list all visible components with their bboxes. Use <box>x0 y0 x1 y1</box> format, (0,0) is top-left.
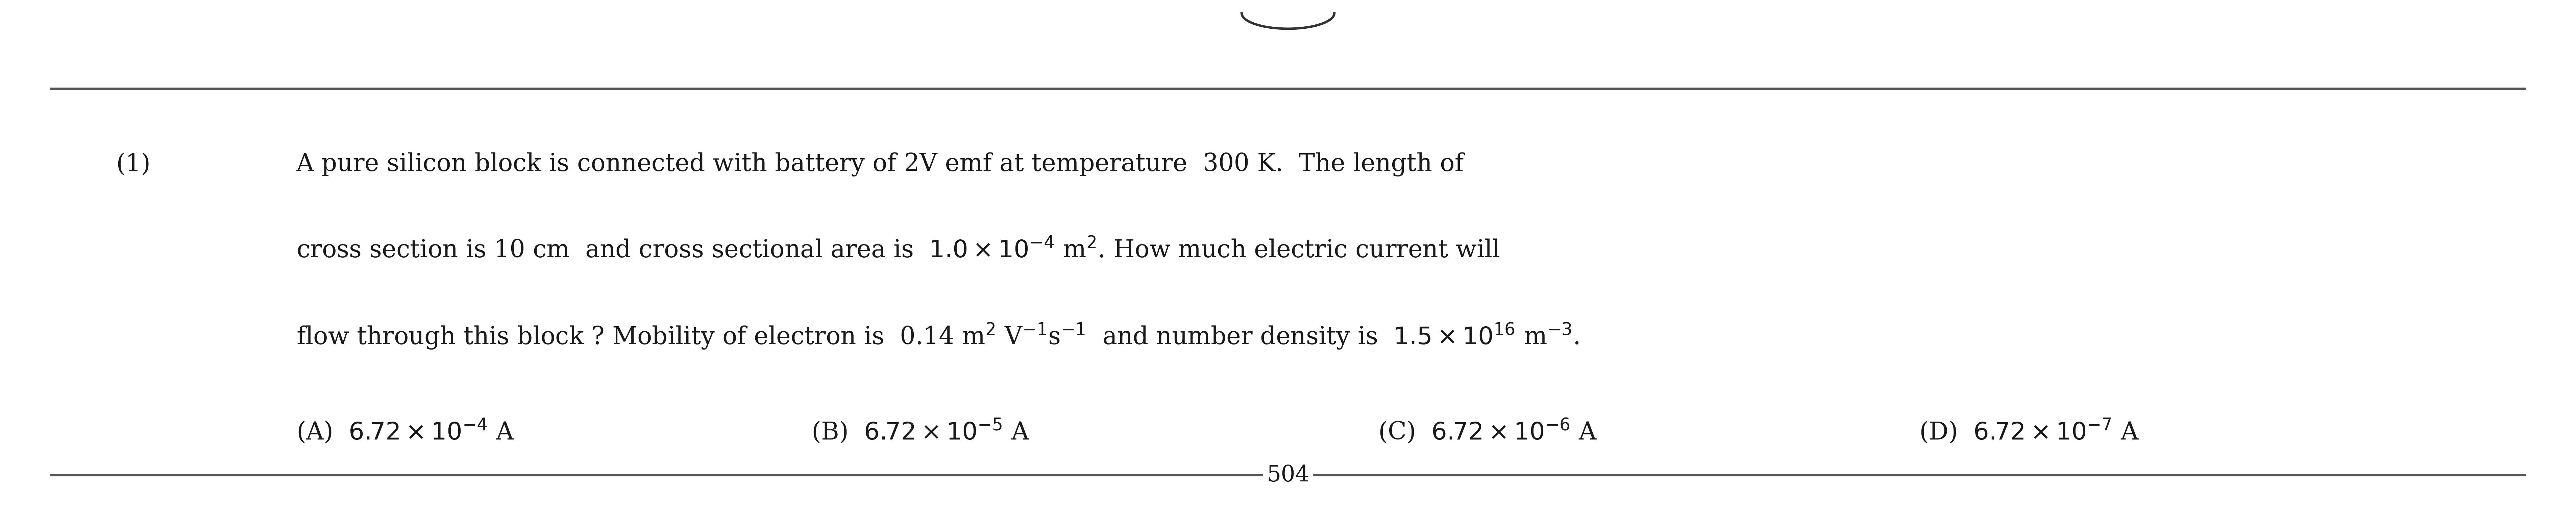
Text: cross section is 10 cm  and cross sectional area is  $1.0\times10^{-4}$ m$^2$. H: cross section is 10 cm and cross section… <box>296 239 1499 263</box>
Text: (D)  $6.72\times10^{-7}$ A: (D) $6.72\times10^{-7}$ A <box>1919 417 2138 444</box>
Text: (C)  $6.72\times10^{-6}$ A: (C) $6.72\times10^{-6}$ A <box>1378 417 1597 445</box>
Text: A pure silicon block is connected with battery of 2V emf at temperature  300 K. : A pure silicon block is connected with b… <box>296 152 1463 176</box>
Text: (A)  $6.72\times10^{-4}$ A: (A) $6.72\times10^{-4}$ A <box>296 417 515 444</box>
Text: 504: 504 <box>1267 464 1309 486</box>
Text: (B)  $6.72\times10^{-5}$ A: (B) $6.72\times10^{-5}$ A <box>811 417 1030 444</box>
Text: (1): (1) <box>116 152 149 176</box>
Text: flow through this block ? Mobility of electron is  0.14 m$^2$ V$^{-1}$s$^{-1}$  : flow through this block ? Mobility of el… <box>296 322 1579 351</box>
